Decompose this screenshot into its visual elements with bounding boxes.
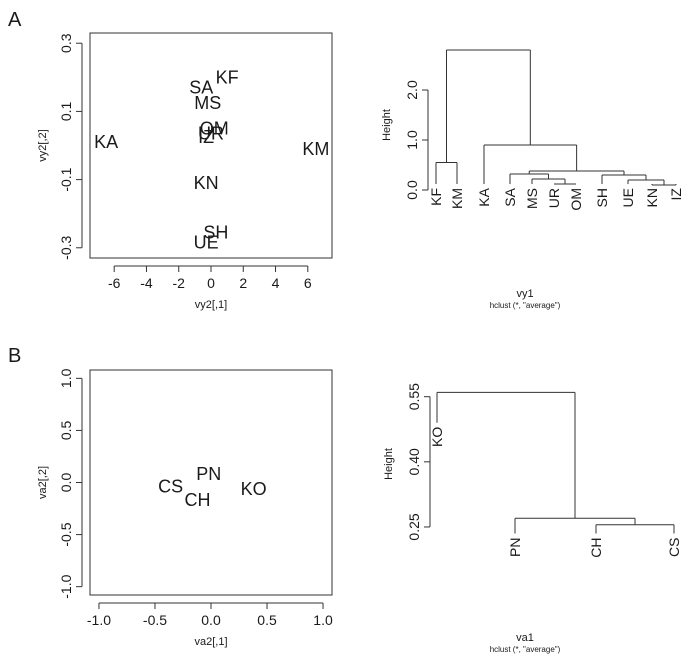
x-tick-label: -0.5: [143, 612, 167, 628]
y-tick-label: -1.0: [58, 574, 74, 598]
leaf-label-pn: PN: [507, 537, 523, 556]
point-label-pn: PN: [196, 464, 221, 484]
leaf-label-sa: SA: [502, 187, 518, 206]
x-tick-label: 0.0: [201, 612, 221, 628]
y-tick-label: 1.0: [58, 368, 74, 388]
x-axis-label: va2[,1]: [194, 636, 227, 648]
leaf-label-om: OM: [568, 188, 584, 211]
y-axis-label: Height: [381, 109, 393, 141]
y-tick-label: -0.1: [58, 167, 74, 191]
leaf-label-iz: IZ: [668, 188, 684, 201]
point-label-ms: MS: [194, 93, 221, 113]
panel-b-label: B: [8, 345, 21, 367]
leaf-label-km: KM: [449, 188, 465, 209]
plot-frame: [89, 32, 333, 259]
point-label-ko: KO: [241, 479, 267, 499]
point-label-om: OM: [200, 118, 229, 138]
dendrogram-method: hclust (*, "average"): [490, 301, 561, 310]
x-tick-label: 6: [304, 275, 312, 291]
leaf-label-ue: UE: [620, 188, 636, 207]
x-tick-label: 2: [239, 275, 247, 291]
dendrogram-title: vy1: [516, 288, 533, 300]
leaf-label-cs: CS: [666, 537, 682, 556]
point-label-cs: CS: [158, 477, 183, 497]
plot-frame: [89, 369, 333, 596]
y-tick-label: 0.0: [58, 473, 74, 493]
point-label-ka: KA: [94, 132, 118, 152]
leaf-label-ko: KO: [429, 427, 445, 447]
point-label-km: KM: [302, 139, 329, 159]
y-tick-label: 0.40: [406, 448, 422, 475]
point-label-iz: IZ: [198, 127, 214, 147]
point-label-kf: KF: [216, 67, 239, 87]
point-label-ue: UE: [194, 233, 219, 253]
y-tick-label: 0.3: [58, 33, 74, 53]
y-tick-label: 2.0: [404, 80, 420, 100]
point-label-ch: CH: [185, 490, 211, 510]
leaf-label-ka: KA: [476, 187, 492, 206]
x-tick-label: 4: [272, 275, 280, 291]
y-axis-label: Height: [383, 448, 395, 480]
leaf-label-kn: KN: [644, 188, 660, 207]
point-label-sa: SA: [189, 78, 213, 98]
x-tick-label: -2: [173, 275, 186, 291]
dendrogram-a: 0.0 1.0 2.0 Height KF KM KA SA MS UR OM SH UE KN IZ vy1…: [381, 49, 684, 310]
y-tick-label: 0.55: [406, 383, 422, 410]
leaf-label-sh: SH: [594, 188, 610, 207]
leaf-label-kf: KF: [428, 188, 444, 206]
x-tick-label: 0.5: [257, 612, 277, 628]
leaf-label-ur: UR: [546, 188, 562, 208]
y-tick-label: 0.0: [404, 180, 420, 200]
scatter-plot-b: -1.0 -0.5 0.0 0.5 1.0 va2[,1] -1.0 -0.5 0.0 0.5 1.…: [37, 368, 333, 648]
x-tick-label: 1.0: [313, 612, 333, 628]
point-label-kn: KN: [194, 173, 219, 193]
leaf-label-ms: MS: [524, 188, 540, 209]
y-tick-label: 0.5: [58, 420, 74, 440]
y-tick-label: -0.3: [58, 235, 74, 259]
scatter-plot-a: -6 -4 -2 0 2 4 6 vy2[,1] -0.3 -0.1 0.1 0.3 vy2[,2] KF…: [37, 32, 333, 311]
x-axis-label: vy2[,1]: [195, 299, 227, 311]
dendrogram-method: hclust (*, "average"): [490, 645, 561, 654]
y-axis-label: vy2[,2]: [37, 129, 49, 161]
x-tick-label: -6: [108, 275, 121, 291]
dendrogram-title: va1: [516, 632, 534, 644]
y-tick-label: -0.5: [58, 522, 74, 546]
y-axis-label: va2[,2]: [37, 466, 49, 499]
x-tick-label: 0: [207, 275, 215, 291]
point-label-ur: UR: [198, 124, 224, 144]
y-tick-label: 1.0: [404, 130, 420, 150]
point-label-sh: SH: [203, 222, 228, 242]
y-tick-label: 0.1: [58, 101, 74, 121]
x-tick-label: -1.0: [87, 612, 111, 628]
leaf-label-ch: CH: [588, 537, 604, 557]
y-tick-label: 0.25: [406, 513, 422, 540]
x-tick-label: -4: [140, 275, 153, 291]
panel-a-label: A: [8, 9, 22, 31]
